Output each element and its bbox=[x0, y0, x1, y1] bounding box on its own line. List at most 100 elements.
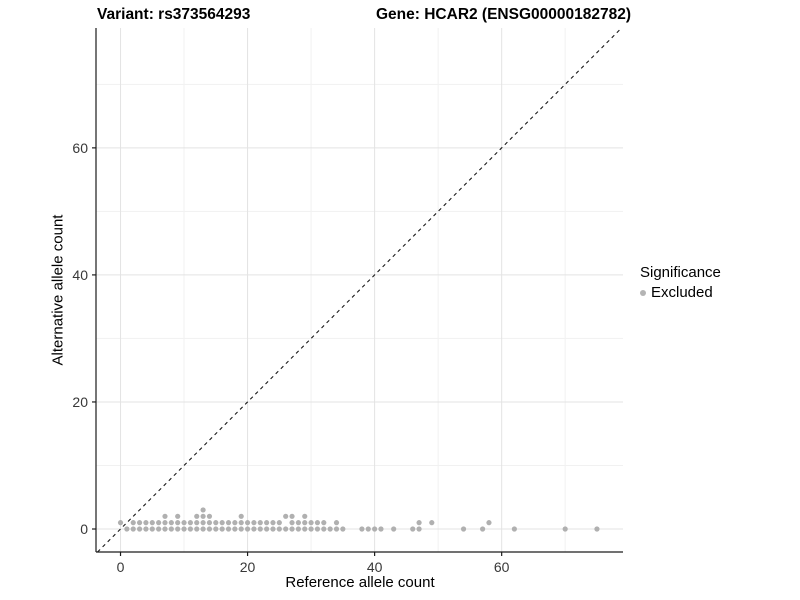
data-point bbox=[372, 526, 378, 532]
data-point bbox=[136, 526, 143, 532]
data-point bbox=[232, 526, 238, 532]
data-point bbox=[308, 520, 314, 526]
data-point bbox=[124, 526, 130, 532]
data-point bbox=[416, 520, 422, 526]
data-point bbox=[594, 526, 600, 532]
data-point bbox=[308, 526, 314, 532]
y-tick-label: 0 bbox=[80, 521, 88, 537]
data-point bbox=[429, 520, 435, 526]
data-point bbox=[416, 526, 422, 532]
data-point bbox=[378, 526, 384, 532]
data-point bbox=[257, 520, 263, 526]
data-point bbox=[187, 526, 193, 532]
x-tick-label: 60 bbox=[494, 559, 510, 575]
data-point bbox=[295, 526, 301, 532]
data-point bbox=[244, 520, 251, 526]
data-point bbox=[238, 520, 244, 526]
data-point bbox=[181, 520, 187, 526]
data-point bbox=[276, 520, 282, 526]
data-point bbox=[276, 526, 282, 532]
data-point bbox=[194, 513, 200, 519]
data-point bbox=[200, 507, 206, 513]
data-point bbox=[200, 520, 206, 526]
y-tick-label: 20 bbox=[72, 394, 88, 410]
data-point bbox=[175, 513, 181, 519]
data-point bbox=[149, 520, 155, 526]
data-point bbox=[511, 526, 517, 532]
x-tick-label: 20 bbox=[240, 559, 256, 575]
data-point bbox=[168, 526, 174, 532]
data-point bbox=[302, 526, 308, 532]
data-point bbox=[340, 526, 346, 532]
y-axis-title: Alternative allele count bbox=[49, 214, 67, 366]
data-point bbox=[232, 520, 238, 526]
data-point bbox=[562, 526, 568, 532]
data-point bbox=[251, 526, 257, 532]
data-point bbox=[321, 520, 327, 526]
data-point bbox=[410, 526, 416, 532]
data-point bbox=[264, 526, 270, 532]
x-tick-label: 40 bbox=[367, 559, 383, 575]
legend: Significance Excluded bbox=[640, 264, 721, 301]
data-point bbox=[225, 526, 232, 532]
data-point bbox=[302, 513, 308, 519]
data-point bbox=[333, 526, 340, 532]
data-point bbox=[289, 526, 295, 532]
data-point bbox=[136, 520, 143, 526]
data-point bbox=[302, 520, 308, 526]
data-point bbox=[219, 520, 225, 526]
data-point bbox=[391, 526, 397, 532]
data-point bbox=[162, 513, 168, 519]
legend-entry-excluded: Excluded bbox=[640, 284, 721, 301]
data-point bbox=[206, 526, 213, 532]
data-point bbox=[206, 513, 213, 519]
data-point bbox=[175, 520, 181, 526]
data-point bbox=[295, 520, 301, 526]
legend-entry-label: Excluded bbox=[651, 284, 713, 301]
data-point bbox=[314, 526, 321, 532]
data-point bbox=[238, 526, 244, 532]
legend-title: Significance bbox=[640, 264, 721, 281]
data-point bbox=[130, 520, 136, 526]
data-point bbox=[143, 520, 149, 526]
data-point bbox=[289, 520, 295, 526]
data-point bbox=[264, 520, 270, 526]
data-point bbox=[283, 526, 289, 532]
identity-line bbox=[97, 27, 622, 553]
data-point bbox=[168, 520, 174, 526]
legend-point-icon bbox=[640, 289, 646, 296]
plot-title-gene: Gene: HCAR2 (ENSG00000182782) bbox=[376, 6, 632, 23]
data-point bbox=[162, 520, 168, 526]
data-point bbox=[149, 526, 155, 532]
data-point bbox=[181, 526, 187, 532]
y-tick-label: 40 bbox=[72, 267, 88, 283]
y-tick-label: 60 bbox=[72, 140, 88, 156]
data-point bbox=[143, 526, 149, 532]
data-point bbox=[194, 520, 200, 526]
data-point bbox=[251, 520, 257, 526]
data-point bbox=[270, 520, 276, 526]
data-point bbox=[117, 520, 124, 526]
data-point bbox=[257, 526, 263, 532]
data-point bbox=[314, 520, 321, 526]
data-point bbox=[225, 520, 232, 526]
data-point bbox=[156, 520, 162, 526]
x-tick-label: 0 bbox=[117, 559, 125, 575]
data-point bbox=[480, 526, 486, 532]
data-point bbox=[333, 520, 340, 526]
data-point bbox=[219, 526, 225, 532]
data-point bbox=[175, 526, 181, 532]
data-point bbox=[327, 526, 333, 532]
x-axis-title: Reference allele count bbox=[285, 574, 435, 591]
data-point bbox=[270, 526, 276, 532]
data-point bbox=[238, 513, 244, 519]
data-point bbox=[194, 526, 200, 532]
data-point bbox=[200, 513, 206, 519]
data-point bbox=[213, 520, 219, 526]
plot-title-variant: Variant: rs373564293 bbox=[97, 6, 251, 23]
data-point bbox=[200, 526, 206, 532]
data-point bbox=[359, 526, 365, 532]
data-point bbox=[162, 526, 168, 532]
